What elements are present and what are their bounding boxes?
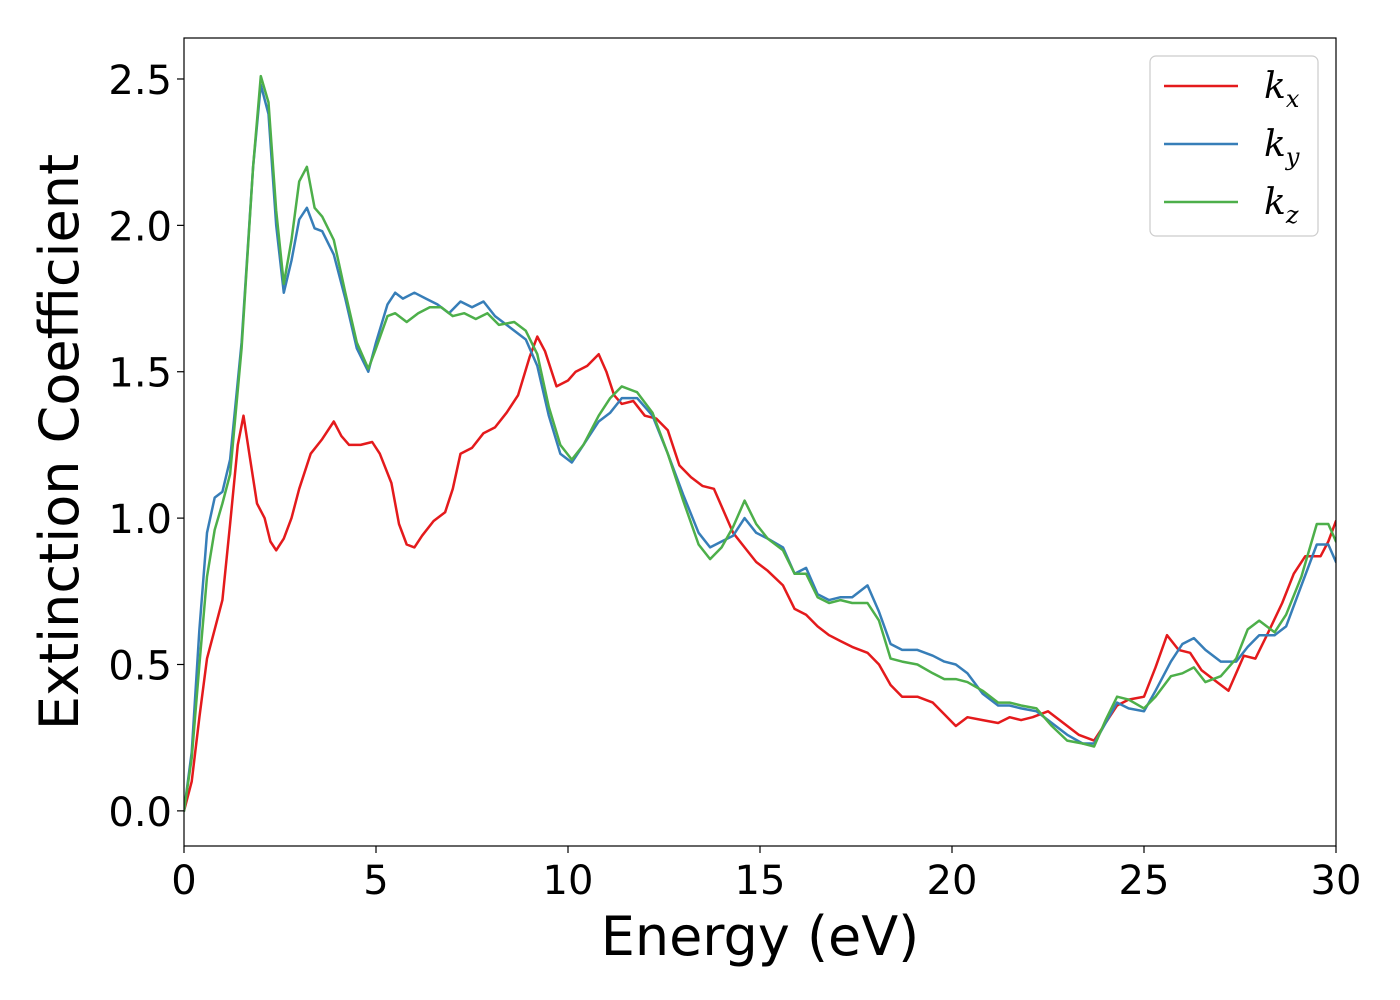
legend-label-z: kz bbox=[1264, 182, 1299, 229]
legend-label-subscript: y bbox=[1285, 143, 1300, 171]
y-tick-label: 1.5 bbox=[108, 351, 172, 397]
y-axis: 0.0 0.5 1.0 1.5 2.0 2.5 bbox=[108, 58, 184, 836]
x-tick-label: 0 bbox=[171, 858, 196, 904]
legend-box bbox=[1149, 55, 1319, 237]
legend-label-base: k bbox=[1264, 182, 1286, 223]
legend-label-base: k bbox=[1264, 124, 1286, 165]
plot-lines bbox=[184, 74, 1336, 813]
legend-label-y: ky bbox=[1264, 124, 1300, 171]
x-tick-label: 25 bbox=[1119, 858, 1170, 904]
legend-label-base: k bbox=[1264, 66, 1286, 107]
legend-label-x: kx bbox=[1264, 66, 1300, 113]
x-tick-label: 30 bbox=[1311, 858, 1362, 904]
x-axis: 0 5 10 15 20 25 30 bbox=[171, 846, 1361, 904]
x-axis-label: Energy (eV) bbox=[601, 905, 920, 968]
series-line-y bbox=[184, 83, 1336, 813]
y-tick-label: 2.0 bbox=[108, 204, 172, 250]
y-tick-label: 0.0 bbox=[108, 790, 172, 836]
x-tick-label: 5 bbox=[363, 858, 388, 904]
y-axis-label: Extinction Coefficient bbox=[28, 154, 91, 730]
series-line-z bbox=[184, 74, 1336, 813]
x-tick-label: 10 bbox=[543, 858, 594, 904]
series-line-x bbox=[184, 335, 1336, 813]
legend-label-subscript: x bbox=[1286, 85, 1300, 113]
legend-label-subscript: z bbox=[1285, 201, 1299, 229]
y-tick-label: 0.5 bbox=[108, 643, 172, 689]
y-tick-label: 1.0 bbox=[108, 497, 172, 543]
x-tick-label: 20 bbox=[927, 858, 978, 904]
x-tick-label: 15 bbox=[735, 858, 786, 904]
y-tick-label: 2.5 bbox=[108, 58, 172, 104]
